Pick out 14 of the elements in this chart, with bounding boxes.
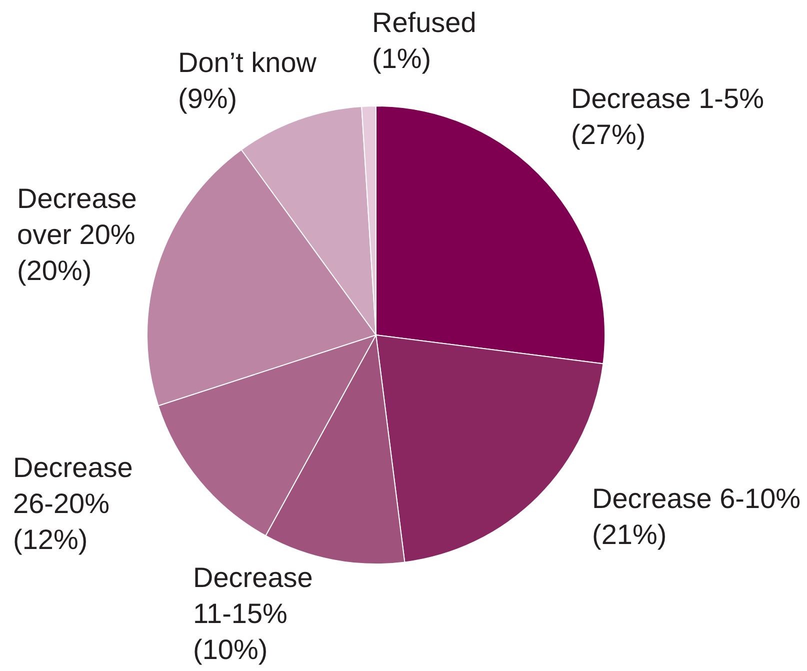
slice-label: Don’t know [178,47,318,78]
data-label: (1%) [372,43,432,74]
slice-label: Refused [372,7,476,38]
data-label: (20%) [17,255,92,286]
data-label: (9%) [178,83,238,114]
data-label: (21%) [592,519,667,550]
slice-label: Decrease 26-20% [13,452,133,519]
slice-label: Decrease 11-15% [193,562,313,629]
slice-label: Decrease 6-10% [592,483,801,514]
data-label: (27%) [571,119,646,150]
slice-label: Decrease over 20% [17,183,137,250]
data-label: (10%) [193,634,268,665]
data-label: (12%) [13,524,88,555]
slice-label: Decrease 1-5% [571,83,764,114]
